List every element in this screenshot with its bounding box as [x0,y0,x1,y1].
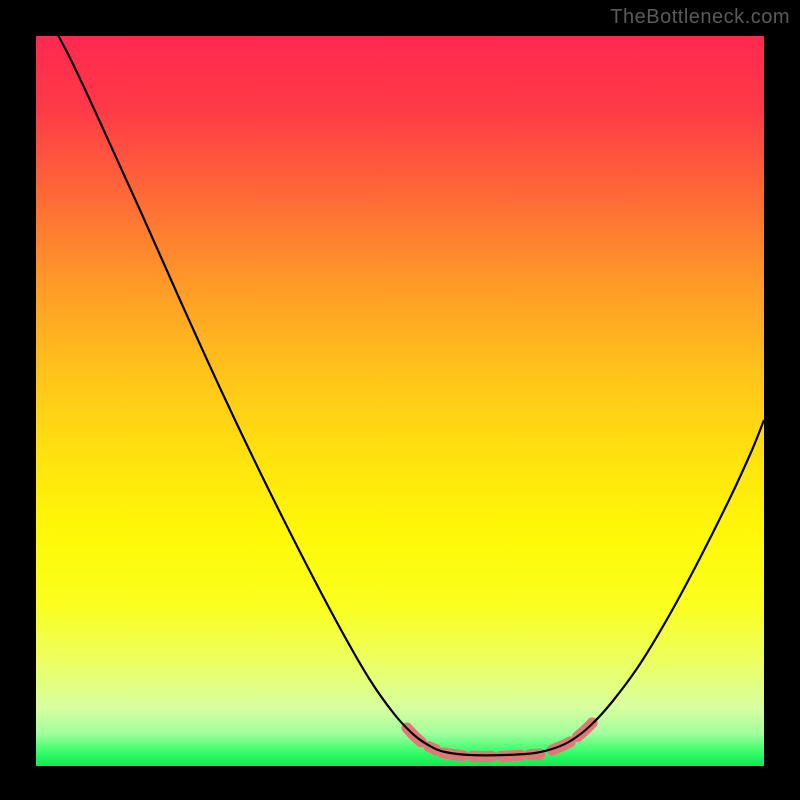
chart-gradient-background [36,36,764,766]
bottleneck-chart [0,0,800,800]
watermark-text: TheBottleneck.com [610,6,790,29]
chart-container: TheBottleneck.com [0,0,800,800]
